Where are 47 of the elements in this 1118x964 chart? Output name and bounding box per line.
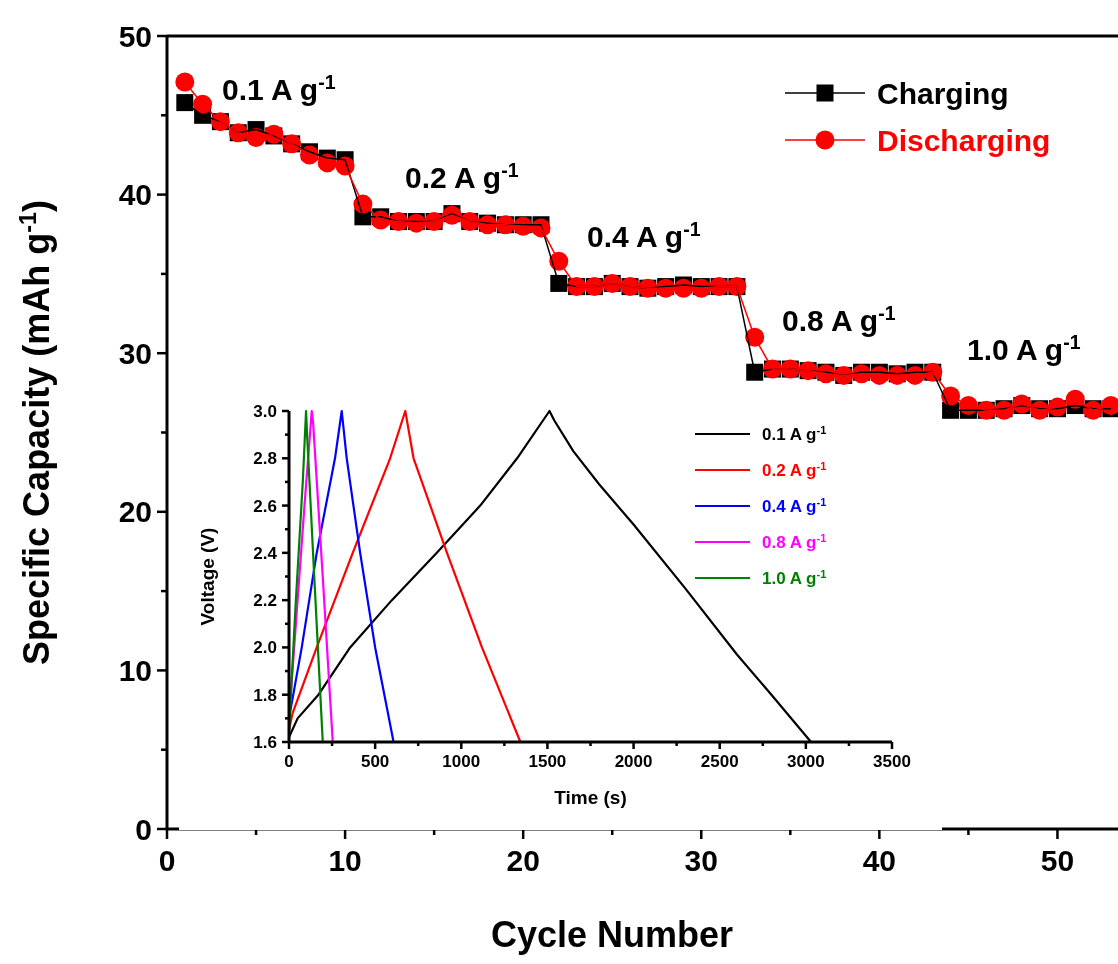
legend-label: Discharging (877, 123, 1051, 157)
x-tick-label: 20 (506, 843, 540, 877)
annotation: 0.8 A g$^{-1}$ (782, 302, 896, 337)
legend-label: 0.4 A g$^{-1}$ (762, 495, 827, 516)
x-tick-label: 10 (328, 843, 362, 877)
y-tick-label: 20 (118, 495, 152, 529)
y-tick-label: 40 (118, 178, 152, 212)
point (746, 363, 764, 381)
y-axis-title: Voltage (V) (197, 527, 218, 626)
x-tick-label: 2500 (700, 751, 739, 771)
point (175, 72, 195, 92)
annotation: 1.0 A g$^{-1}$ (967, 331, 1081, 366)
x-axis-title: Time (s) (554, 787, 627, 808)
legend-label: 0.1 A g$^{-1}$ (762, 423, 827, 444)
x-tick-label: 1000 (442, 751, 481, 771)
legend-label: 0.2 A g$^{-1}$ (762, 459, 827, 480)
annotation: 0.2 A g$^{-1}$ (405, 159, 519, 194)
x-axis-title: Cycle Number (490, 914, 734, 955)
legend-label: Charging (877, 76, 1009, 110)
y-tick-label: 30 (118, 336, 152, 370)
y-tick-label: 2.8 (253, 449, 277, 469)
annotation: 0.1 A g$^{-1}$ (222, 71, 336, 106)
x-tick-label: 2000 (614, 751, 653, 771)
x-tick-label: 30 (684, 843, 718, 877)
x-tick-label: 0 (158, 843, 176, 877)
y-tick-label: 1.6 (253, 732, 277, 752)
x-tick-label: 3000 (786, 751, 825, 771)
y-tick-label: 2.6 (253, 496, 277, 516)
point (176, 94, 194, 112)
x-tick-label: 50 (1040, 843, 1075, 877)
y-tick-label: 2.2 (253, 591, 277, 611)
y-tick-label: 0 (135, 812, 152, 846)
y-tick-label: 2.4 (253, 543, 278, 563)
x-tick-label: 40 (862, 843, 897, 877)
point (550, 274, 568, 292)
y-tick-label: 1.8 (253, 685, 277, 705)
y-tick-label: 10 (118, 653, 152, 687)
legend-label: 1.0 A g$^{-1}$ (762, 567, 827, 588)
x-tick-label: 500 (360, 751, 390, 771)
x-tick-label: 3500 (873, 751, 911, 771)
annotation: 0.4 A g$^{-1}$ (587, 218, 701, 253)
y-tick-label: 3.0 (253, 401, 277, 421)
x-tick-label: 0 (284, 751, 294, 771)
legend-label: 0.8 A g$^{-1}$ (762, 531, 827, 552)
x-tick-label: 1500 (528, 751, 567, 771)
y-tick-label: 2.0 (253, 638, 277, 658)
y-tick-label: 50 (118, 19, 152, 53)
